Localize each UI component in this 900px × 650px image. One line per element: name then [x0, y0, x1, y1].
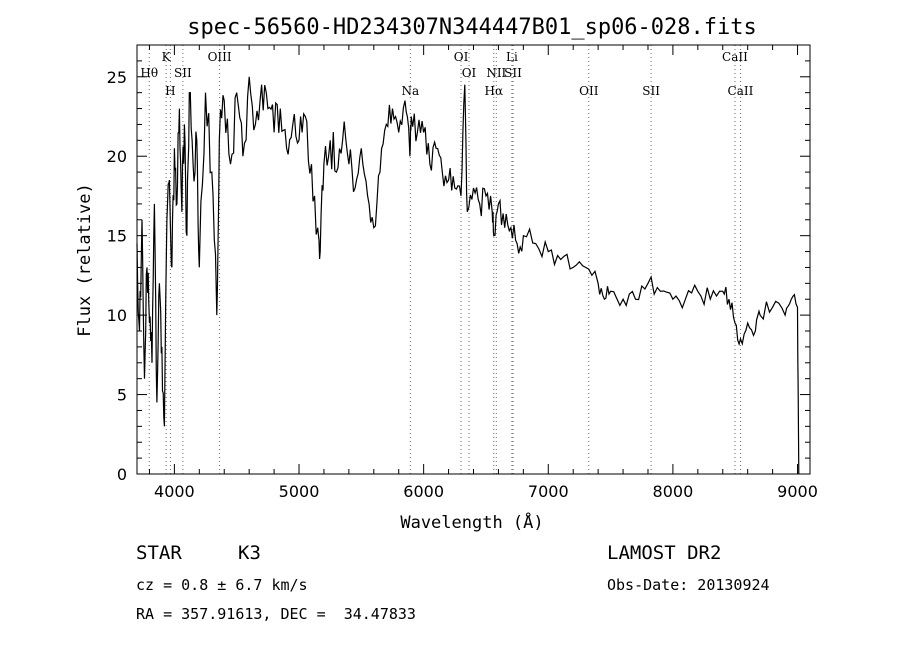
plot-frame [136, 44, 811, 475]
y-axis-label: Flux (relative) [75, 183, 95, 337]
line-label: CaII [722, 50, 748, 64]
line-label: CaII [728, 84, 754, 98]
redshift-info: cz = 0.8 ± 6.7 km/s [136, 576, 308, 594]
ra-dec: RA = 357.91613, DEC = 34.47833 [136, 605, 416, 623]
line-label: OIII [208, 50, 232, 64]
y-tick-label: 25 [107, 68, 127, 87]
obs-date: Obs-Date: 20130924 [607, 576, 770, 594]
line-label: OI [454, 50, 469, 64]
line-label: Hα [485, 84, 504, 98]
line-label: OI [462, 66, 477, 80]
line-label: K [162, 50, 172, 64]
survey-name: LAMOST DR2 [607, 542, 722, 564]
line-label: Hθ [140, 66, 158, 80]
x-tick-label: 9000 [777, 482, 818, 501]
x-tick-label: 4000 [154, 482, 195, 501]
x-axis-ticks: 4000 5000 6000 7000 8000 9000 [148, 45, 818, 501]
line-label: NII [486, 66, 506, 80]
line-label: H [165, 84, 175, 98]
chart-title: spec-56560-HD234307N344447B01_sp06-028.f… [187, 15, 757, 40]
line-label: SII [504, 66, 522, 80]
object-class: STAR [136, 542, 182, 564]
line-label: Na [401, 84, 419, 98]
spectrum-line [136, 76, 800, 475]
y-axis-ticks: 0 5 10 15 20 25 [107, 44, 810, 484]
line-label: SII [642, 84, 660, 98]
line-label: SII [174, 66, 192, 80]
x-tick-label: 5000 [279, 482, 320, 501]
x-tick-label: 7000 [528, 482, 569, 501]
y-tick-label: 10 [107, 306, 127, 325]
subclass: K3 [238, 542, 261, 564]
line-label: OII [579, 84, 599, 98]
y-tick-label: 5 [117, 386, 127, 405]
y-tick-label: 0 [117, 465, 127, 484]
y-tick-label: 15 [107, 227, 127, 246]
line-markers [148, 45, 741, 474]
line-label: Li [506, 50, 518, 64]
x-tick-label: 8000 [653, 482, 694, 501]
x-tick-label: 6000 [403, 482, 444, 501]
x-axis-label: Wavelength (Å) [400, 511, 543, 533]
y-tick-label: 20 [107, 147, 127, 166]
